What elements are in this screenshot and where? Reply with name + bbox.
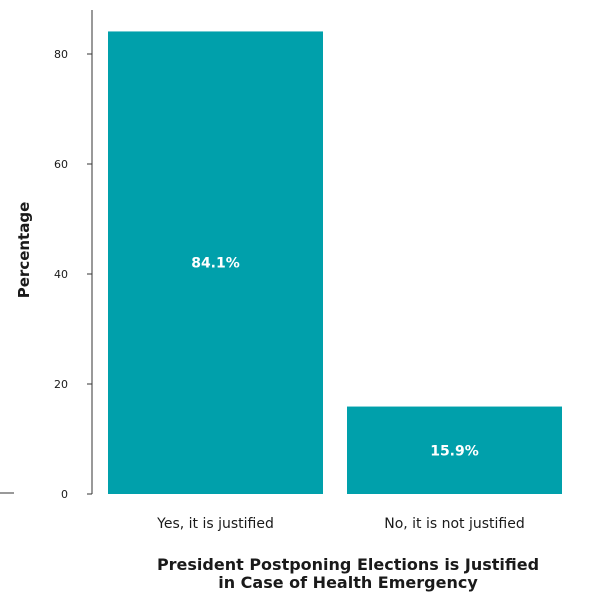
y-tick-label-2: 40 — [54, 268, 68, 281]
y-tick-label-0: 0 — [61, 488, 68, 501]
category-label-0: Yes, it is justified — [156, 516, 274, 532]
bars-group: 84.1% 15.9% — [108, 31, 562, 494]
y-tick-label-4: 80 — [54, 48, 68, 61]
bar-0 — [108, 31, 323, 494]
x-axis-title-line-1: President Postponing Elections is Justif… — [157, 555, 539, 574]
y-axis: 0 20 40 60 80 — [54, 10, 93, 501]
y-tick-label-1: 20 — [54, 378, 68, 391]
y-axis-title: Percentage — [15, 202, 33, 299]
x-axis: Yes, it is justified No, it is not justif… — [156, 516, 525, 532]
x-axis-title-line-2: in Case of Health Emergency — [218, 573, 478, 592]
data-label-1: 15.9% — [430, 443, 479, 459]
y-tick-label-3: 60 — [54, 158, 68, 171]
data-label-0: 84.1% — [191, 256, 240, 272]
bar-1 — [347, 406, 562, 494]
category-label-1: No, it is not justified — [384, 516, 525, 532]
